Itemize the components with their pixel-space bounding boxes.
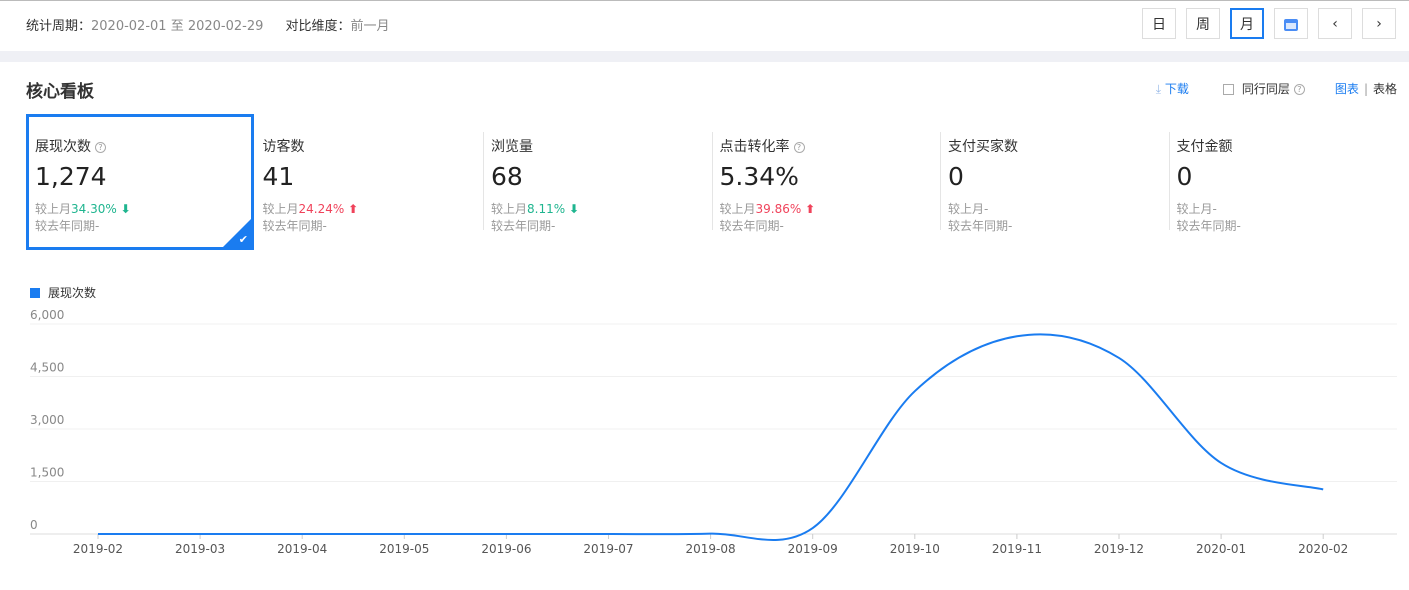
legend-swatch: [30, 287, 40, 298]
calendar-icon: [1284, 18, 1298, 31]
kpi-value: 1,274: [35, 162, 107, 191]
y-tick-label: 3,000: [30, 413, 64, 427]
kpi-value: 41: [262, 162, 295, 191]
kpi-yoy: 较去年同期-: [1176, 219, 1241, 233]
toolbar: 统计周期：2020-02-01 至 2020-02-29 对比维度：前一月 日 …: [0, 1, 1409, 51]
y-tick-label: 0: [30, 518, 38, 532]
divider: [483, 132, 484, 230]
table-view-link[interactable]: 表格: [1372, 82, 1397, 96]
x-tick-label: 2019-12: [1094, 542, 1144, 556]
chart-view-link[interactable]: 图表: [1334, 82, 1359, 96]
check-icon: ✔: [238, 233, 248, 246]
chevron-left-icon: ‹: [1332, 15, 1338, 32]
prev-button[interactable]: ‹: [1318, 8, 1352, 39]
peer-checkbox[interactable]: 同行同层?: [1222, 80, 1305, 97]
kpi-card[interactable]: 展现次数? 1,274 较上月34.30% ⬇ 较去年同期- ✔: [26, 114, 254, 250]
x-tick-label: 2020-02: [1298, 542, 1348, 556]
x-tick-label: 2019-09: [788, 542, 838, 556]
kpi-value: 0: [1176, 162, 1193, 191]
chevron-right-icon: ›: [1376, 15, 1382, 32]
day-button[interactable]: 日: [1142, 8, 1176, 39]
week-button[interactable]: 周: [1186, 8, 1220, 39]
x-tick-label: 2019-08: [686, 542, 736, 556]
kpi-label: 支付买家数: [948, 139, 1018, 155]
x-tick-label: 2019-07: [583, 542, 633, 556]
month-button[interactable]: 月: [1230, 8, 1264, 39]
kpi-card[interactable]: 浏览量 68 较上月8.11% ⬇ 较去年同期-: [483, 114, 711, 250]
series-line: [98, 333, 1324, 541]
kpi-card[interactable]: 支付买家数 0 较上月- 较去年同期-: [940, 114, 1168, 250]
y-tick-label: 6,000: [30, 308, 64, 322]
x-tick-label: 2019-06: [481, 542, 531, 556]
divider: [0, 51, 1409, 62]
chart-legend[interactable]: 展现次数: [30, 284, 96, 301]
divider: [940, 132, 941, 230]
kpi-label: 展现次数: [35, 139, 91, 155]
x-tick-label: 2019-05: [379, 542, 429, 556]
period-info: 统计周期：2020-02-01 至 2020-02-29 对比维度：前一月: [26, 19, 390, 34]
kpi-yoy: 较去年同期-: [35, 219, 100, 233]
line-chart: 0 1,500 3,000 4,500 6,000 2019-02 2019-03 2019-…: [30, 308, 1397, 556]
kpi-value: 0: [948, 162, 964, 191]
arrow-up-icon: ⬆: [805, 202, 816, 216]
arrow-down-icon: ⬇: [568, 202, 580, 216]
kpi-yoy: 较去年同期-: [948, 219, 1013, 233]
x-tick-label: 2019-10: [890, 542, 940, 556]
y-tick-label: 1,500: [30, 466, 64, 480]
x-tick-label: 2019-04: [277, 542, 327, 556]
divider: [711, 132, 713, 230]
kpi-change: 24.24%: [298, 202, 345, 216]
kpi-yoy: 较去年同期-: [491, 219, 556, 233]
download-link[interactable]: ⤓ 下载: [1155, 82, 1189, 96]
download-icon: ⤓: [1155, 82, 1165, 96]
arrow-up-icon: ⬆: [348, 202, 359, 216]
x-tick-label: 2019-02: [73, 542, 123, 556]
kpi-change: 34.30%: [71, 202, 117, 216]
calendar-button[interactable]: [1274, 8, 1308, 39]
help-icon: ?: [95, 141, 106, 153]
kpi-change: 39.86%: [755, 202, 802, 216]
kpi-label: 支付金额: [1176, 139, 1233, 155]
kpi-label: 访客数: [262, 139, 305, 155]
next-button[interactable]: ›: [1362, 8, 1396, 39]
y-tick-label: 4,500: [30, 361, 64, 375]
kpi-card[interactable]: 点击转化率? 5.34% 较上月39.86% ⬆ 较去年同期-: [711, 114, 940, 250]
board-title: 核心看板: [26, 82, 94, 102]
x-tick-label: 2019-03: [175, 542, 225, 556]
kpi-change: 8.11%: [527, 202, 566, 216]
kpi-value: 5.34%: [719, 162, 799, 191]
kpi-value: 68: [491, 162, 523, 191]
kpi-label: 浏览量: [491, 139, 533, 155]
kpi-yoy: 较去年同期-: [262, 219, 327, 233]
x-tick-label: 2020-01: [1196, 542, 1246, 556]
arrow-down-icon: ⬇: [120, 202, 131, 216]
kpi-card[interactable]: 支付金额 0 较上月- 较去年同期-: [1168, 114, 1397, 250]
selected-marker: [223, 219, 251, 247]
kpi-card[interactable]: 访客数 41 较上月24.24% ⬆ 较去年同期-: [255, 114, 483, 250]
kpi-yoy: 较去年同期-: [719, 219, 784, 233]
divider: [1168, 132, 1170, 230]
help-icon: ?: [793, 141, 805, 153]
help-icon: ?: [1293, 84, 1305, 95]
x-tick-label: 2019-11: [992, 542, 1042, 556]
kpi-label: 点击转化率: [719, 139, 790, 155]
